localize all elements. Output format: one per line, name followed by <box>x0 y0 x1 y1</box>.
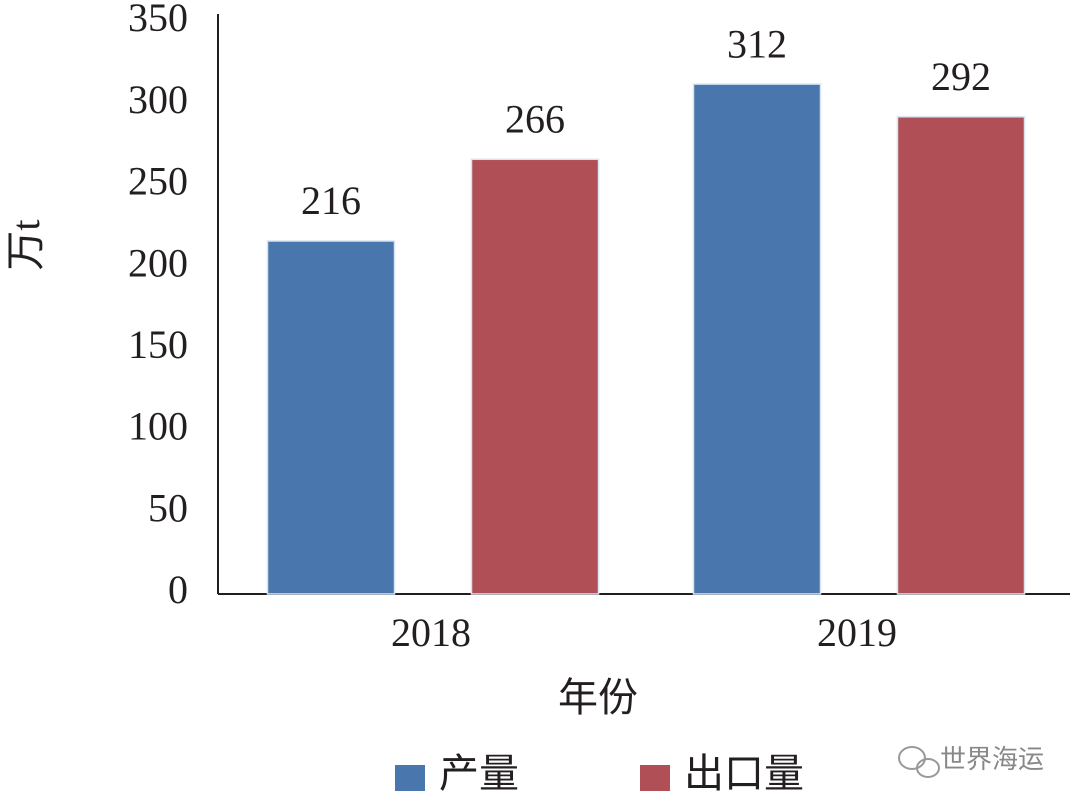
legend-label: 产量 <box>439 751 519 796</box>
y-tick-label: 250 <box>128 159 188 204</box>
bar <box>896 116 1026 595</box>
x-axis-label: 年份 <box>558 675 638 720</box>
x-tick-label: 2018 <box>391 610 471 655</box>
y-tick-label: 100 <box>128 404 188 449</box>
legend-swatch <box>640 765 670 791</box>
legend-label: 出口量 <box>684 751 804 796</box>
data-label: 292 <box>931 54 991 99</box>
x-tick-label: 2019 <box>817 610 897 655</box>
y-tick-label: 150 <box>128 322 188 367</box>
y-tick-label: 0 <box>168 567 188 612</box>
legend-swatch <box>395 765 425 791</box>
watermark: 世界海运 <box>940 745 1044 774</box>
bar <box>692 83 822 595</box>
y-tick-label: 50 <box>148 485 188 530</box>
bar <box>266 240 396 595</box>
y-tick-label: 300 <box>128 77 188 122</box>
data-label: 312 <box>727 21 787 66</box>
watermark-icon <box>898 746 940 778</box>
y-axis-label: 万t <box>3 219 48 270</box>
y-tick-label: 350 <box>128 0 188 40</box>
data-label: 216 <box>301 178 361 223</box>
bar <box>470 158 600 595</box>
data-label: 266 <box>505 96 565 141</box>
y-tick-label: 200 <box>128 240 188 285</box>
